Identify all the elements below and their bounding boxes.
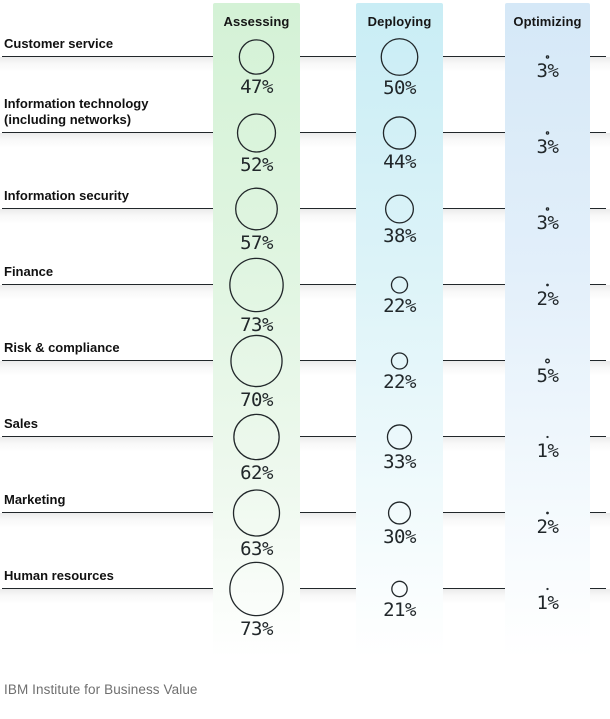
bubble-value-label: 44% (383, 151, 416, 174)
bubble-value-label: 57% (240, 231, 273, 254)
bubble-value-label: 5% (536, 364, 559, 387)
column-header-assessing: Assessing (223, 14, 290, 29)
row-line (2, 588, 606, 589)
row-label-line1: Risk & compliance (4, 340, 120, 356)
bubble-value-label: 1% (536, 439, 559, 462)
row-line (2, 512, 606, 513)
row-shade-band (0, 361, 610, 376)
bubble-value-label: 70% (240, 388, 273, 411)
row-label: Finance (4, 264, 53, 281)
row-line (2, 360, 606, 361)
row-label: Customer service (4, 36, 113, 53)
bubble-value-label: 47% (240, 76, 273, 99)
bubble-value-label: 3% (536, 136, 559, 159)
row-line (2, 132, 606, 133)
bubble-value-label: 33% (383, 451, 416, 474)
row-shade-band (0, 589, 610, 604)
column-header-optimizing: Optimizing (513, 14, 582, 29)
column-strip-assessing: Assessing (213, 3, 300, 658)
row-label: Marketing (4, 492, 65, 509)
bubble-value-label: 52% (240, 153, 273, 176)
row-shade-band (0, 209, 610, 224)
bubble-value-label: 73% (240, 617, 273, 640)
row-label: Human resources (4, 568, 114, 585)
row-label-line1: Information technology (4, 95, 149, 111)
row-label: Sales (4, 416, 38, 433)
row-shade-band (0, 133, 610, 148)
column-strip-deploying: Deploying (356, 3, 443, 658)
bubble-value-label: 73% (240, 313, 273, 336)
row-line (2, 208, 606, 209)
row-shade-band (0, 285, 610, 300)
bubble-value-label: 30% (383, 525, 416, 548)
bubble-value-label: 3% (536, 212, 559, 235)
row-label: Information security (4, 188, 129, 205)
row-label-line1: Sales (4, 416, 38, 432)
row-label-line1: Marketing (4, 492, 66, 508)
bubble-value-label: 63% (240, 537, 273, 560)
column-strip-optimizing: Optimizing (505, 3, 590, 658)
bubble-value-label: 22% (383, 295, 416, 318)
row-label-line1: Finance (4, 264, 54, 280)
row-line (2, 284, 606, 285)
row-label-line2: (including networks) (4, 112, 132, 128)
bubble-value-label: 62% (240, 461, 273, 484)
source-caption: IBM Institute for Business Value (4, 682, 198, 697)
row-line (2, 56, 606, 57)
bubble-value-label: 38% (383, 224, 416, 247)
row-label-line1: Customer service (4, 36, 114, 52)
bubble-value-label: 21% (383, 598, 416, 621)
column-header-deploying: Deploying (367, 14, 432, 29)
row-label: Information technology (including network… (4, 96, 148, 129)
bubble-value-label: 2% (536, 515, 559, 538)
row-shade-band (0, 57, 610, 72)
bubble-value-label: 50% (383, 77, 416, 100)
row-label-line1: Human resources (4, 568, 114, 584)
row-line (2, 436, 606, 437)
row-shade-band (0, 513, 610, 528)
row-label: Risk & compliance (4, 340, 120, 357)
row-shade-band (0, 437, 610, 452)
bubble-value-label: 3% (536, 60, 559, 83)
bubble-value-label: 1% (536, 591, 559, 614)
row-label-line1: Information security (4, 188, 129, 204)
bubble-value-label: 22% (383, 371, 416, 394)
bubble-value-label: 2% (536, 287, 559, 310)
